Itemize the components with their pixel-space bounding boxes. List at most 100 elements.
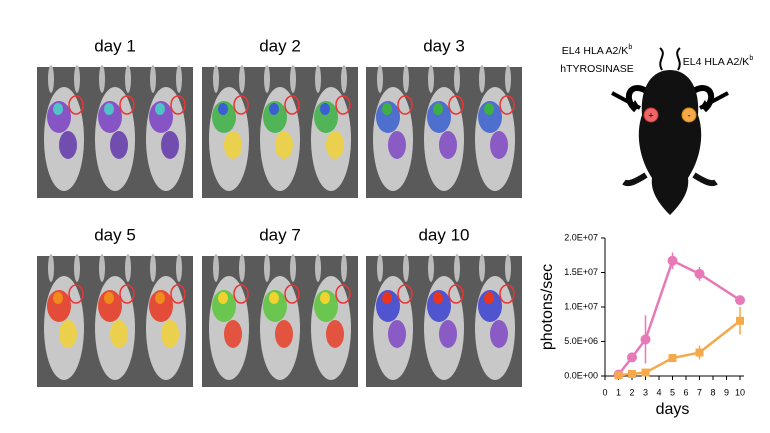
panel-label: day 5 xyxy=(94,225,136,244)
tumor-outline xyxy=(397,284,413,304)
mouse-tail xyxy=(428,65,434,93)
point xyxy=(667,255,678,266)
mouse-tail xyxy=(239,65,245,93)
left-label-sup: b xyxy=(628,44,632,51)
signal xyxy=(490,131,508,159)
bioluminescence-image xyxy=(37,65,193,198)
mouse-tail xyxy=(176,65,182,93)
mouse-tail xyxy=(213,254,219,282)
mouse-tail xyxy=(377,254,383,282)
mouse-tail xyxy=(505,65,511,93)
mouse-tail xyxy=(176,254,182,282)
x-tick-label: 9 xyxy=(724,387,729,397)
panel-label: day 10 xyxy=(418,225,469,244)
point xyxy=(694,268,705,279)
mouse-tail xyxy=(403,254,409,282)
signal xyxy=(104,292,114,304)
mouse-tail xyxy=(48,65,54,93)
signal xyxy=(490,320,508,348)
mouse-tail xyxy=(48,254,54,282)
point xyxy=(627,352,637,363)
signal xyxy=(320,292,330,304)
mouse-tail xyxy=(454,65,460,93)
mouse-diagram xyxy=(611,47,729,215)
signal xyxy=(439,131,457,159)
point xyxy=(695,348,704,357)
left-label-line2: hTYROSINASE xyxy=(560,63,634,75)
tumor-outline xyxy=(233,284,249,304)
signal xyxy=(59,131,77,159)
bioluminescence-image xyxy=(202,254,358,387)
signal xyxy=(155,103,165,115)
plus-sign: + xyxy=(648,110,653,120)
point xyxy=(736,316,744,325)
bioluminescence-image xyxy=(366,65,522,198)
y-tick-label: 2.0E+07 xyxy=(564,232,598,242)
tumor-outline xyxy=(119,95,135,115)
mouse-tail xyxy=(264,65,270,93)
tumor-outline xyxy=(448,95,464,115)
point xyxy=(735,295,745,306)
signal xyxy=(110,131,128,159)
x-tick-label: 4 xyxy=(656,387,661,397)
point xyxy=(640,334,651,345)
x-tick-label: 7 xyxy=(697,387,702,397)
y-tick-label: 1.0E+07 xyxy=(564,301,598,311)
x-tick-label: 5 xyxy=(670,387,675,397)
y-tick-label: 0.0E+00 xyxy=(564,370,598,380)
mouse-tail xyxy=(99,254,105,282)
mouse-tail xyxy=(341,254,347,282)
signal xyxy=(104,103,114,115)
y-tick-label: 1.5E+07 xyxy=(564,267,598,277)
mouse-tail xyxy=(315,254,321,282)
point xyxy=(614,371,623,380)
signal xyxy=(326,131,344,159)
y-axis-label: photons/sec xyxy=(539,264,556,350)
signal xyxy=(161,320,179,348)
right-label-sup: b xyxy=(749,55,753,62)
mouse-tail xyxy=(290,254,296,282)
mouse-tail xyxy=(479,65,485,93)
tumor-outline xyxy=(119,284,135,304)
mouse-tail xyxy=(74,65,80,93)
mouse-tail xyxy=(99,65,105,93)
x-tick-label: 2 xyxy=(629,387,634,397)
tumor-outline xyxy=(448,284,464,304)
right-label-text: EL4 HLA A2/K xyxy=(683,56,750,68)
x-tick-label: 1 xyxy=(616,387,621,397)
mouse-tail xyxy=(213,65,219,93)
left-label-text: EL4 HLA A2/K xyxy=(562,45,629,57)
bioluminescence-image xyxy=(202,65,358,198)
signal xyxy=(388,131,406,159)
point xyxy=(641,368,650,377)
point xyxy=(668,354,677,363)
signal xyxy=(161,131,179,159)
signal xyxy=(224,131,242,159)
signal xyxy=(439,320,457,348)
tumor-outline xyxy=(233,95,249,115)
signal xyxy=(275,131,293,159)
x-axis-label: days xyxy=(656,401,690,418)
mouse-tail xyxy=(454,254,460,282)
signal xyxy=(59,320,77,348)
signal xyxy=(218,103,228,115)
signal xyxy=(269,103,279,115)
signal xyxy=(53,292,63,304)
x-tick-label: 3 xyxy=(643,387,648,397)
tumor-outline xyxy=(170,284,186,304)
mouse-tail xyxy=(264,254,270,282)
panel-label: day 1 xyxy=(94,36,136,55)
signal xyxy=(484,292,494,304)
mouse-tail xyxy=(150,254,156,282)
x-tick-label: 10 xyxy=(735,387,745,397)
mouse-tail xyxy=(74,254,80,282)
mouse-tail xyxy=(377,65,383,93)
signal xyxy=(382,103,392,115)
mouse-tail xyxy=(315,65,321,93)
minus-sign: - xyxy=(688,110,691,120)
x-tick-label: 6 xyxy=(683,387,688,397)
signal xyxy=(388,320,406,348)
tumor-outline xyxy=(68,284,84,304)
mouse-tail xyxy=(479,254,485,282)
